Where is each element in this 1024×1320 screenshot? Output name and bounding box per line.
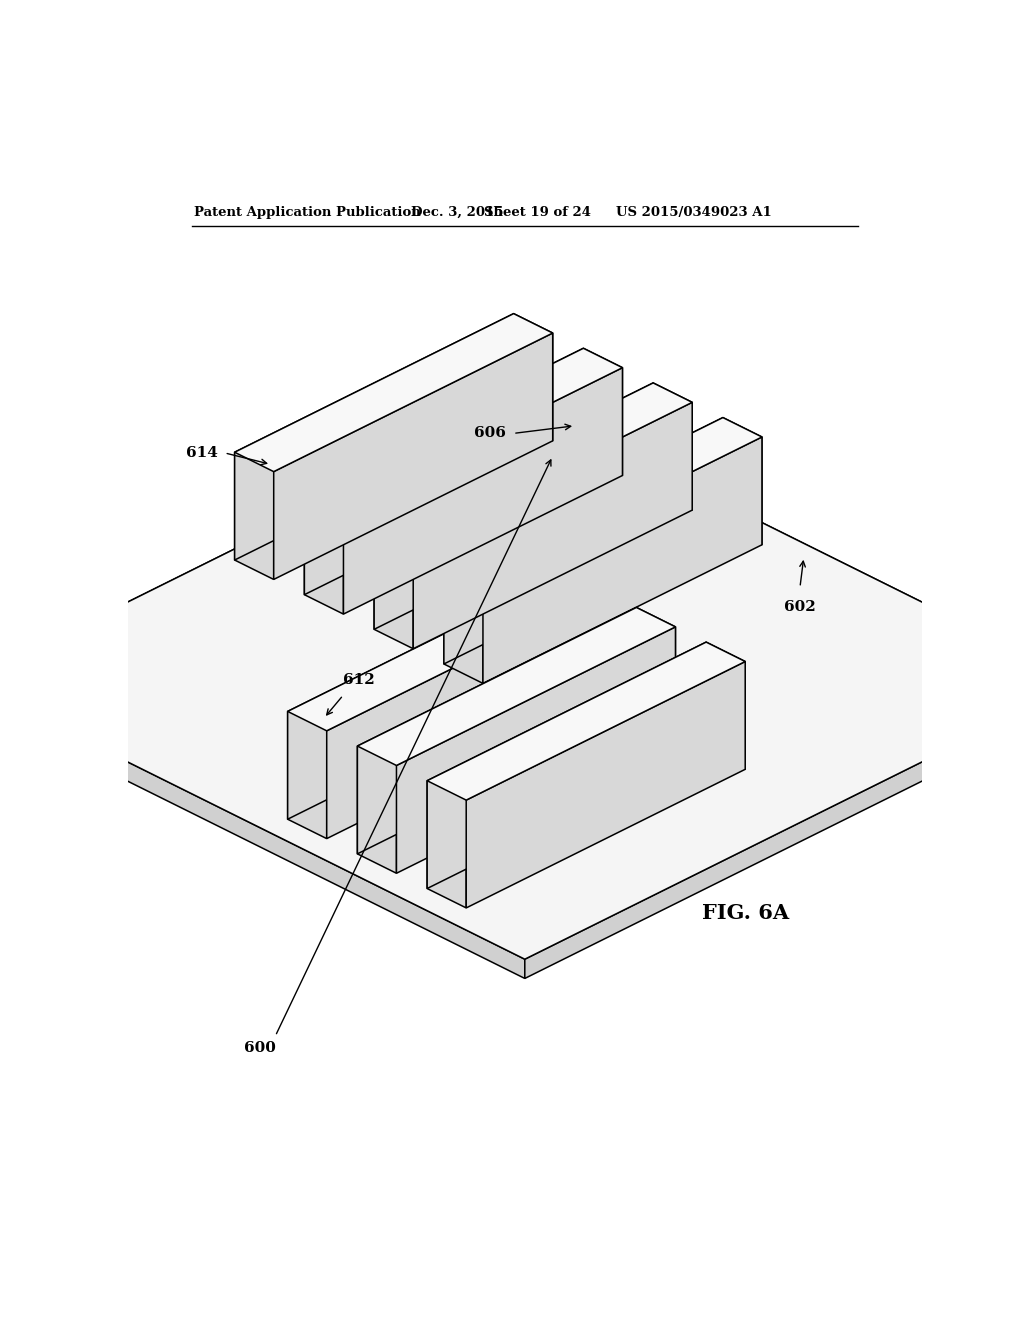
Polygon shape	[357, 746, 396, 874]
Polygon shape	[524, 682, 1024, 978]
Polygon shape	[723, 417, 762, 545]
Polygon shape	[273, 333, 553, 579]
Polygon shape	[514, 314, 553, 441]
Polygon shape	[443, 417, 762, 576]
Text: 600: 600	[245, 1040, 276, 1055]
Text: 602: 602	[784, 599, 816, 614]
Text: 612: 612	[343, 673, 375, 686]
Polygon shape	[288, 573, 606, 731]
Text: Dec. 3, 2015: Dec. 3, 2015	[411, 206, 504, 219]
Polygon shape	[374, 383, 692, 541]
Polygon shape	[584, 348, 623, 475]
Polygon shape	[524, 405, 1024, 701]
Text: FIG. 6A: FIG. 6A	[701, 903, 788, 923]
Polygon shape	[466, 661, 745, 908]
Text: 614: 614	[185, 446, 217, 459]
Polygon shape	[636, 607, 676, 735]
Polygon shape	[427, 642, 707, 888]
Polygon shape	[653, 383, 692, 510]
Polygon shape	[304, 348, 623, 507]
Polygon shape	[288, 711, 327, 838]
Polygon shape	[443, 556, 483, 684]
Polygon shape	[327, 593, 606, 838]
Polygon shape	[396, 627, 676, 874]
Polygon shape	[0, 682, 524, 978]
Text: 606: 606	[474, 426, 506, 441]
Polygon shape	[0, 405, 524, 701]
Polygon shape	[483, 437, 762, 684]
Polygon shape	[374, 383, 653, 630]
Polygon shape	[343, 368, 623, 614]
Polygon shape	[288, 573, 566, 820]
Polygon shape	[304, 487, 343, 614]
Polygon shape	[566, 573, 606, 700]
Polygon shape	[357, 607, 676, 766]
Polygon shape	[357, 607, 636, 854]
Polygon shape	[374, 521, 414, 648]
Polygon shape	[234, 314, 514, 560]
Polygon shape	[427, 642, 745, 800]
Text: Sheet 19 of 24: Sheet 19 of 24	[484, 206, 592, 219]
Polygon shape	[234, 314, 553, 471]
Polygon shape	[443, 417, 723, 664]
Polygon shape	[427, 780, 466, 908]
Polygon shape	[0, 405, 1024, 960]
Polygon shape	[707, 642, 745, 770]
Text: Patent Application Publication: Patent Application Publication	[194, 206, 421, 219]
Text: US 2015/0349023 A1: US 2015/0349023 A1	[616, 206, 772, 219]
Polygon shape	[234, 453, 273, 579]
Polygon shape	[304, 348, 584, 595]
Polygon shape	[414, 403, 692, 648]
